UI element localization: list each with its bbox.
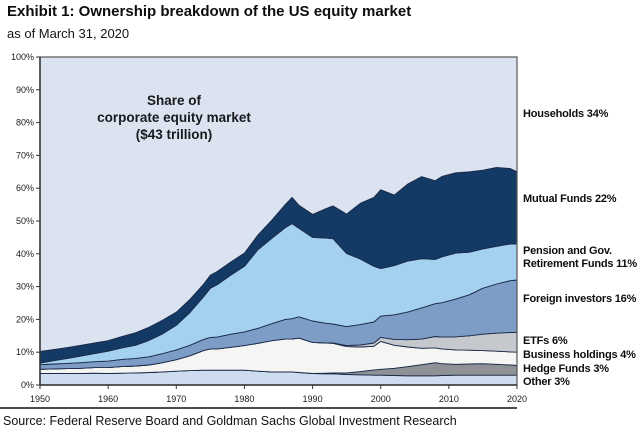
label-other: Other 3% — [523, 376, 570, 388]
x-tick-label: 2010 — [439, 394, 459, 404]
y-tick-label: 90% — [16, 85, 34, 95]
x-tick-label: 2000 — [371, 394, 391, 404]
label-foreign-investors: Foreign investors 16% — [523, 293, 637, 305]
source-divider — [0, 407, 517, 409]
y-tick-label: 40% — [16, 249, 34, 259]
y-tick-label: 100% — [11, 52, 34, 62]
y-tick-label: 50% — [16, 216, 34, 226]
y-tick-label: 80% — [16, 118, 34, 128]
chart-annotation: Share of corporate equity market ($43 tr… — [68, 92, 280, 143]
label-hedge-funds: Hedge Funds 3% — [523, 363, 609, 375]
exhibit-subtitle: as of March 31, 2020 — [7, 26, 130, 41]
y-tick-label: 0% — [21, 380, 34, 390]
label-etfs: ETFs 6% — [523, 335, 568, 347]
source-text: Source: Federal Reserve Board and Goldma… — [3, 414, 457, 428]
y-tick-label: 30% — [16, 282, 34, 292]
x-tick-label: 1970 — [166, 394, 186, 404]
y-tick-label: 20% — [16, 314, 34, 324]
label-pension-gov-retirement-funds: Pension and Gov. Retirement Funds 11% — [523, 245, 637, 270]
y-tick-label: 70% — [16, 150, 34, 160]
x-tick-label: 2020 — [507, 394, 527, 404]
label-mutual-funds: Mutual Funds 22% — [523, 193, 617, 205]
x-tick-label: 1960 — [98, 394, 118, 404]
y-tick-label: 10% — [16, 347, 34, 357]
annotation-line-3: ($43 trillion) — [135, 127, 213, 142]
x-tick-label: 1950 — [30, 394, 50, 404]
y-tick-label: 60% — [16, 183, 34, 193]
label-households: Households 34% — [523, 108, 609, 120]
x-tick-label: 1980 — [234, 394, 254, 404]
exhibit-title: Exhibit 1: Ownership breakdown of the US… — [7, 3, 412, 20]
annotation-line-2: corporate equity market — [97, 110, 251, 125]
annotation-line-1: Share of — [146, 93, 201, 108]
x-tick-label: 1990 — [303, 394, 323, 404]
label-business-holdings: Business holdings 4% — [523, 349, 636, 361]
